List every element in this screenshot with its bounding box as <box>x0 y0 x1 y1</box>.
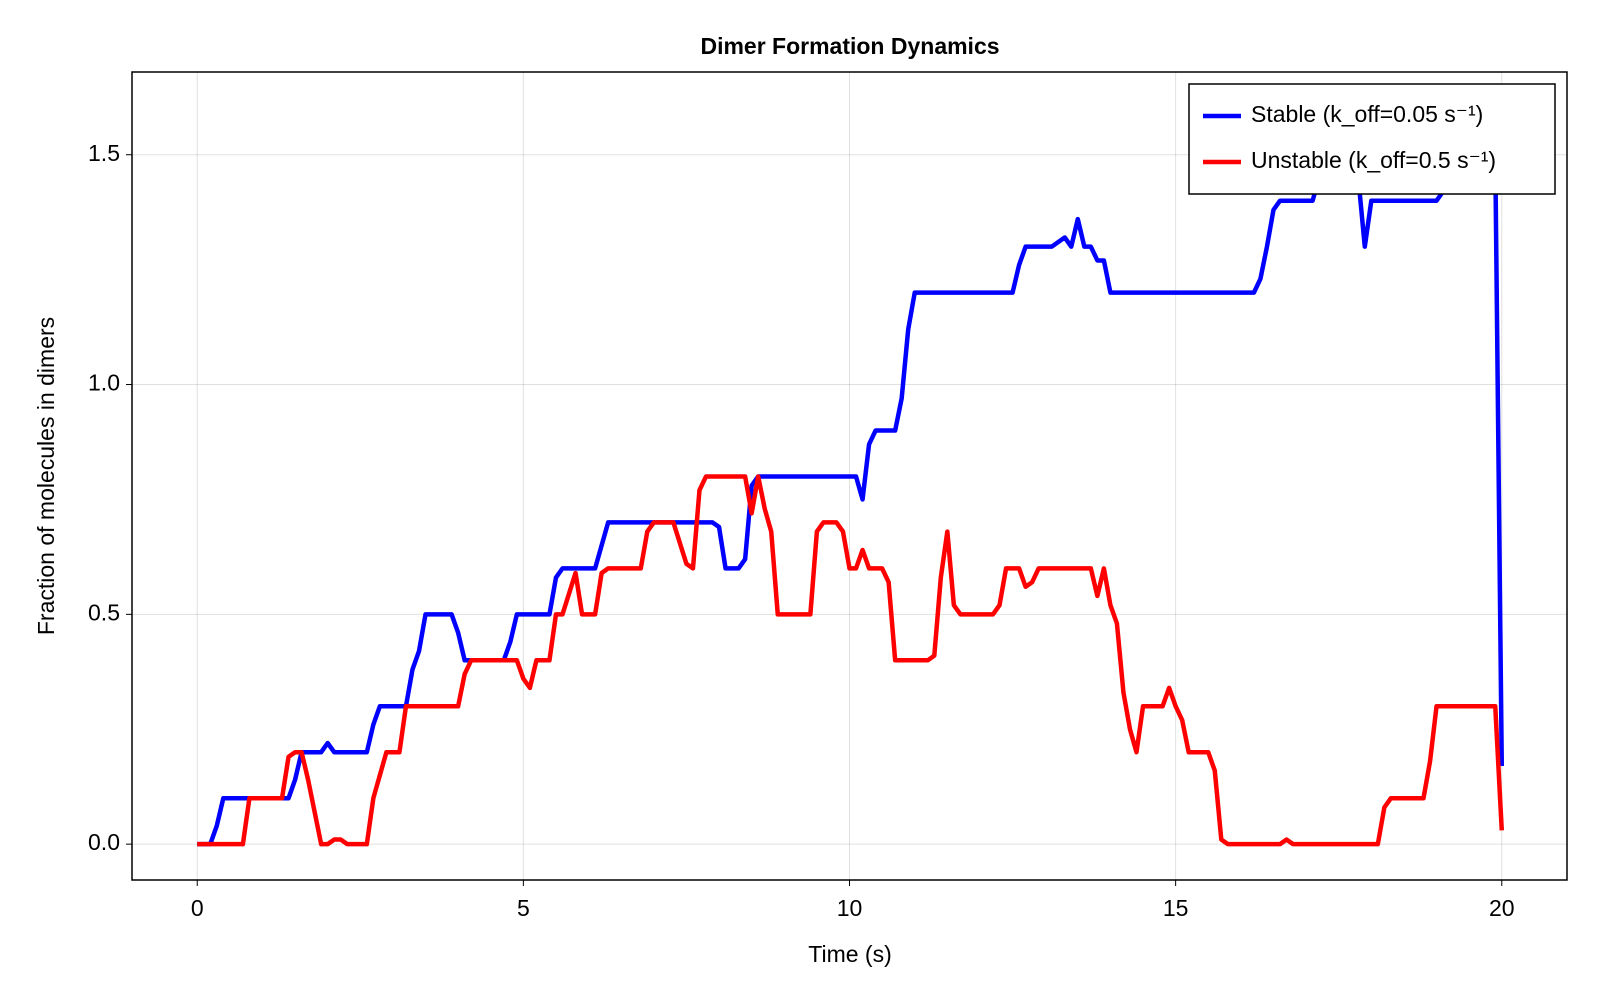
legend-box <box>1188 83 1556 195</box>
x-tick-label: 20 <box>1489 895 1515 921</box>
y-tick-label: 0.5 <box>88 599 120 625</box>
y-tick-label: 1.5 <box>88 140 120 166</box>
x-tick-label: 15 <box>1163 895 1189 921</box>
data-line <box>197 152 1505 847</box>
chart-title: Dimer Formation Dynamics <box>700 33 999 59</box>
x-tick-label: 5 <box>517 895 530 921</box>
legend-label: Unstable (k_off=0.5 s⁻¹) <box>1251 147 1496 173</box>
y-tick-label: 0.0 <box>88 829 120 855</box>
data-line <box>197 474 1505 847</box>
plot-frame <box>131 71 1568 881</box>
x-tick-label: 0 <box>191 895 204 921</box>
x-axis-label: Time (s) <box>808 941 891 967</box>
legend-label: Stable (k_off=0.05 s⁻¹) <box>1251 101 1483 127</box>
y-axis-label: Fraction of molecules in dimers <box>33 317 59 635</box>
x-tick-label: 10 <box>837 895 863 921</box>
y-tick-label: 1.0 <box>88 370 120 396</box>
